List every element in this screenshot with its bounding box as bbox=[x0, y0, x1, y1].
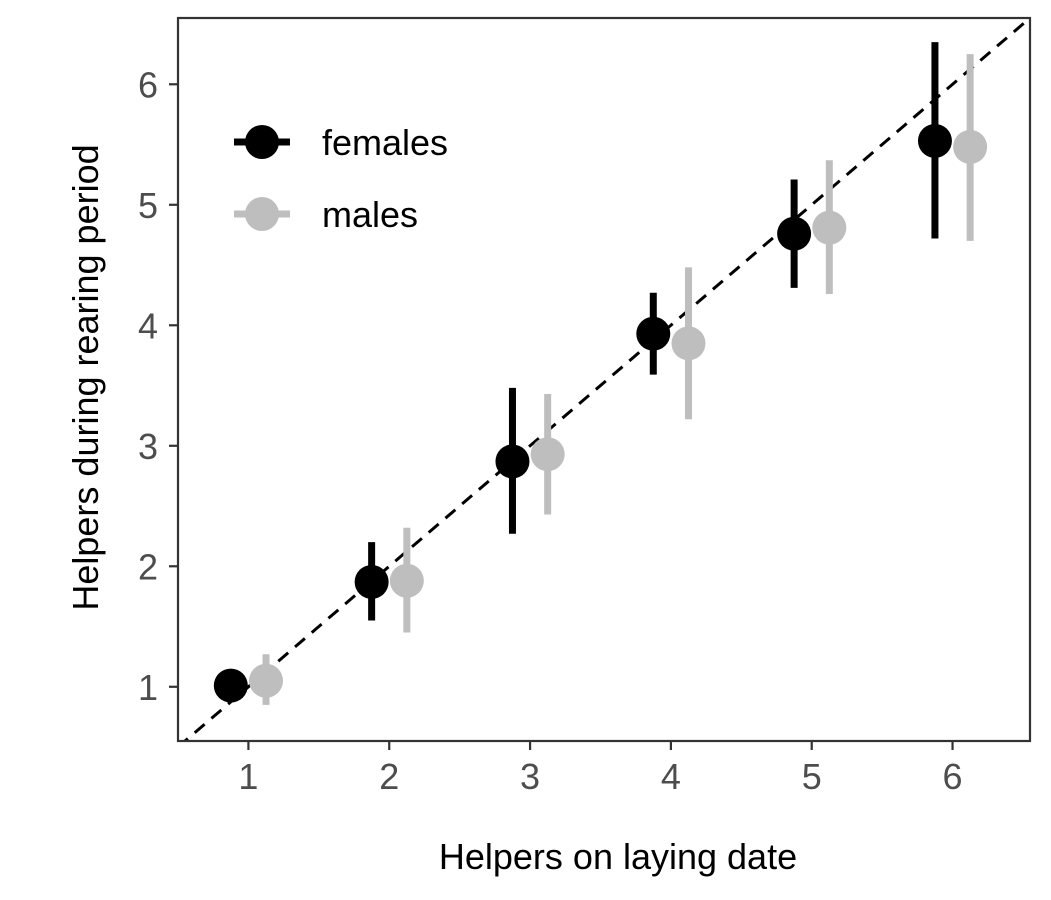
legend-key-point-males bbox=[245, 197, 279, 231]
series-females bbox=[213, 42, 952, 703]
y-tick-label-5: 5 bbox=[138, 185, 158, 226]
series-males bbox=[249, 54, 988, 705]
x-tick-label-5: 5 bbox=[802, 756, 822, 797]
legend: females males bbox=[234, 122, 448, 235]
y-axis-title: Helpers during rearing period bbox=[65, 144, 106, 610]
x-tick-label-4: 4 bbox=[661, 756, 681, 797]
y-tick-label-6: 6 bbox=[138, 64, 158, 105]
y-tick-label-2: 2 bbox=[138, 546, 158, 587]
plot-panel-border bbox=[176, 16, 1032, 743]
legend-item-males: males bbox=[234, 194, 418, 235]
point-males-3 bbox=[530, 437, 565, 472]
x-tick-label-3: 3 bbox=[520, 756, 540, 797]
point-males-6 bbox=[953, 129, 988, 164]
y-tick-label-1: 1 bbox=[138, 667, 158, 708]
point-females-6 bbox=[917, 123, 952, 158]
point-females-5 bbox=[777, 216, 812, 251]
legend-item-females: females bbox=[234, 122, 448, 163]
point-females-3 bbox=[495, 444, 530, 479]
legend-label-males: males bbox=[322, 194, 418, 235]
point-females-1 bbox=[213, 668, 248, 703]
y-tick-label-3: 3 bbox=[138, 426, 158, 467]
point-females-4 bbox=[636, 316, 671, 351]
legend-key-point-females bbox=[245, 125, 279, 159]
y-tick-label-4: 4 bbox=[138, 305, 158, 346]
reference-line-dashed bbox=[182, 18, 1030, 741]
data-layer bbox=[182, 18, 1030, 741]
point-males-5 bbox=[812, 210, 847, 245]
legend-label-females: females bbox=[322, 122, 448, 163]
axes-layer: 1 2 3 4 5 6 1 2 3 4 5 6 bbox=[138, 64, 963, 797]
point-males-2 bbox=[389, 563, 424, 598]
point-males-1 bbox=[249, 663, 284, 698]
x-tick-label-6: 6 bbox=[943, 756, 963, 797]
point-females-2 bbox=[354, 564, 389, 599]
x-tick-label-1: 1 bbox=[238, 756, 258, 797]
x-tick-label-2: 2 bbox=[379, 756, 399, 797]
x-axis-title: Helpers on laying date bbox=[439, 836, 797, 877]
point-males-4 bbox=[671, 326, 706, 361]
